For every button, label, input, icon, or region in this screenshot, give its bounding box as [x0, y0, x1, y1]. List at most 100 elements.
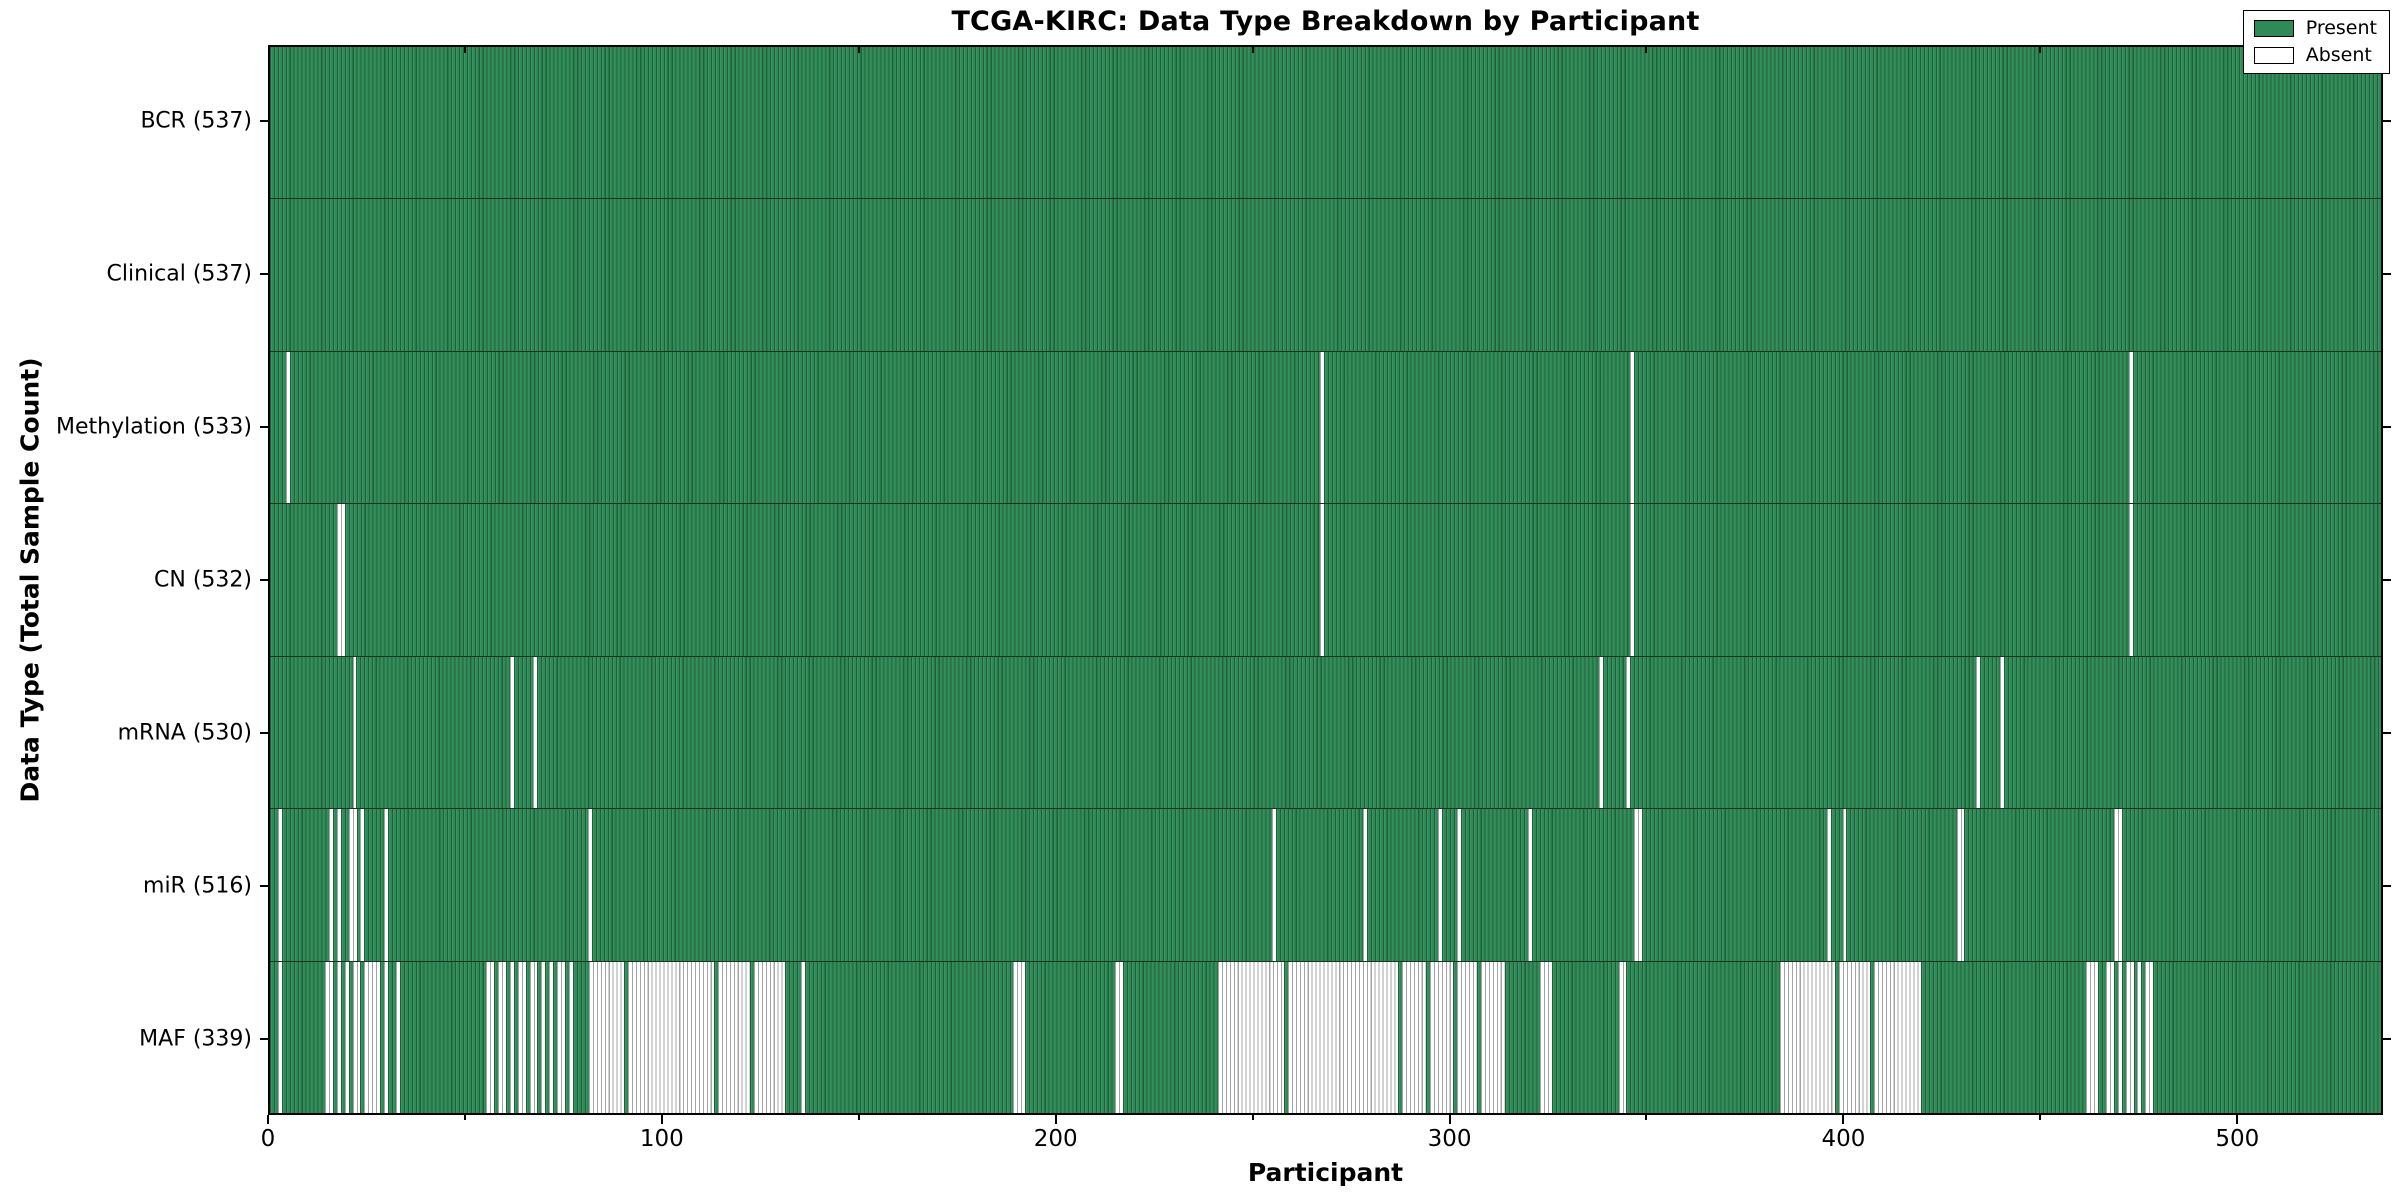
legend-item-present: Present [2253, 17, 2377, 39]
present-run [1634, 504, 2130, 656]
absent-run [2086, 961, 2099, 1113]
absent-run [1598, 656, 1603, 809]
x-tick-label: 500 [2215, 1126, 2260, 1152]
absent-run [1539, 961, 1552, 1113]
absent-run [517, 961, 526, 1113]
absent-run [352, 961, 361, 1113]
absent-run [1779, 961, 1835, 1113]
present-run [749, 961, 754, 1113]
present-run [270, 656, 353, 809]
x-tick-label: 300 [1427, 1126, 1472, 1152]
y-tick-mark [2383, 426, 2391, 429]
present-run [348, 961, 353, 1113]
absent-run [1626, 656, 1631, 809]
present-run [1284, 961, 1289, 1113]
present-run [537, 656, 1599, 809]
present-run [564, 961, 569, 1113]
absent-run [364, 961, 381, 1113]
absent-run [509, 961, 514, 1113]
present-run [1921, 961, 2087, 1113]
absent-run [336, 961, 341, 1113]
present-run [281, 809, 329, 961]
x-tick-mark [1842, 1115, 1845, 1124]
present-run [804, 961, 1014, 1113]
absent-swatch-icon [2253, 47, 2294, 64]
data-row-methylation [270, 350, 2382, 504]
x-top-tick-mark [857, 47, 860, 53]
x-minor-tick-mark [463, 1115, 466, 1120]
present-run [270, 504, 337, 656]
present-run [332, 961, 337, 1113]
present-run [1441, 809, 1458, 961]
absent-run [2106, 961, 2114, 1113]
absent-run [718, 961, 750, 1113]
absent-run [627, 961, 715, 1113]
present-run [537, 961, 542, 1113]
present-run [1642, 809, 1827, 961]
absent-run [336, 809, 341, 961]
present-run [1276, 809, 1363, 961]
absent-run [1013, 961, 1025, 1113]
absent-run [541, 961, 546, 1113]
x-top-tick-mark [1251, 47, 1254, 53]
present-run [1366, 809, 1438, 961]
y-tick-mark [260, 731, 268, 734]
present-run [553, 961, 558, 1113]
absent-run [529, 961, 538, 1113]
absent-run [344, 961, 349, 1113]
present-run [785, 961, 801, 1113]
absent-run [325, 961, 333, 1113]
absent-run [568, 961, 573, 1113]
absent-run [1319, 351, 1324, 504]
x-tick-mark [1054, 1115, 1057, 1124]
present-run [1602, 656, 1627, 809]
y-tick-mark [2383, 731, 2391, 734]
present-run [2133, 504, 2381, 656]
y-tick-mark [260, 884, 268, 887]
present-run [2121, 809, 2382, 961]
y-tick-mark [2383, 273, 2391, 276]
present-run [270, 351, 286, 504]
x-minor-tick-mark [2039, 1115, 2042, 1120]
present-run [2141, 961, 2146, 1113]
absent-run [1838, 961, 1871, 1113]
absent-run [1429, 961, 1454, 1113]
present-run [2153, 961, 2382, 1113]
absent-run [1874, 961, 1922, 1113]
present-run [1980, 656, 2000, 809]
absent-run [1999, 656, 2004, 809]
absent-run [1457, 961, 1478, 1113]
present-run [1834, 961, 1839, 1113]
x-minor-tick-mark [1645, 1115, 1648, 1120]
y-tick-label-mir: miR (516) [143, 873, 252, 899]
present-run [1830, 809, 1843, 961]
present-run [1551, 961, 1619, 1113]
present-run [2113, 961, 2118, 1113]
present-run [1024, 961, 1116, 1113]
present-run [2133, 961, 2138, 1113]
legend-present-label: Present [2305, 17, 2377, 39]
absent-run [336, 504, 345, 656]
chart-title: TCGA-KIRC: Data Type Breakdown by Partic… [951, 6, 1700, 37]
present-run [270, 199, 2381, 351]
present-run [1964, 809, 2114, 961]
x-tick-mark [1448, 1115, 1451, 1124]
x-top-tick-mark [463, 47, 466, 53]
y-tick-mark [260, 426, 268, 429]
present-run [387, 961, 396, 1113]
absent-run [1288, 961, 1399, 1113]
present-run [270, 961, 278, 1113]
absent-run [384, 961, 388, 1113]
absent-run [1634, 809, 1643, 961]
present-run [380, 961, 385, 1113]
absent-run [360, 809, 365, 961]
absent-run [1976, 656, 1981, 809]
present-run [592, 809, 1273, 961]
absent-run [2117, 961, 2122, 1113]
legend-item-absent: Absent [2253, 46, 2377, 65]
present-run [270, 809, 278, 961]
present-run [364, 809, 385, 961]
absent-run [1457, 809, 1462, 961]
absent-run [533, 656, 538, 809]
